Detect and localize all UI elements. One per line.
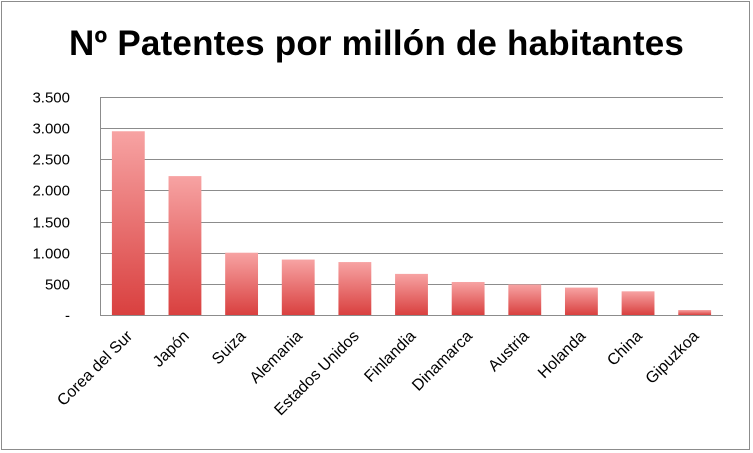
x-category-label: Japón (150, 328, 193, 371)
bar (225, 252, 259, 315)
y-tick-label: 3.000 (32, 121, 70, 138)
x-category-label: China (604, 328, 646, 370)
y-tick-label: 2.000 (32, 183, 70, 200)
bar (338, 262, 372, 315)
bar (281, 259, 315, 315)
x-category-label: Holanda (535, 328, 589, 382)
bar (621, 291, 655, 315)
y-tick-label: - (65, 308, 70, 325)
axes (100, 97, 723, 316)
y-tick-label: 1.500 (32, 215, 70, 232)
gridlines (100, 97, 723, 285)
y-tick-label: 500 (45, 277, 70, 294)
bars (111, 131, 712, 315)
bar (395, 273, 428, 315)
y-tick-labels: - 500 1.000 1.500 2.000 2.500 3.000 3.500 (32, 90, 70, 325)
bar (111, 131, 145, 315)
y-tick-label: 1.000 (32, 246, 70, 263)
y-tick-label: 2.500 (32, 152, 70, 169)
x-category-label: Suiza (209, 328, 249, 368)
x-category-label: Gipuzkoa (643, 328, 703, 388)
y-tick-label: 3.500 (32, 90, 70, 107)
x-category-label: Austria (485, 328, 532, 375)
bar (564, 287, 598, 315)
chart-title: Nº Patentes por millón de habitantes (68, 24, 685, 63)
bar (508, 284, 542, 315)
x-category-label: Alemania (247, 328, 306, 387)
bar (451, 281, 485, 315)
x-category-label: Dinamarca (409, 328, 476, 395)
bar (678, 310, 712, 315)
x-category-label: Finlandia (361, 328, 419, 386)
bar (168, 176, 202, 315)
x-category-label: Corea del Sur (54, 327, 136, 409)
